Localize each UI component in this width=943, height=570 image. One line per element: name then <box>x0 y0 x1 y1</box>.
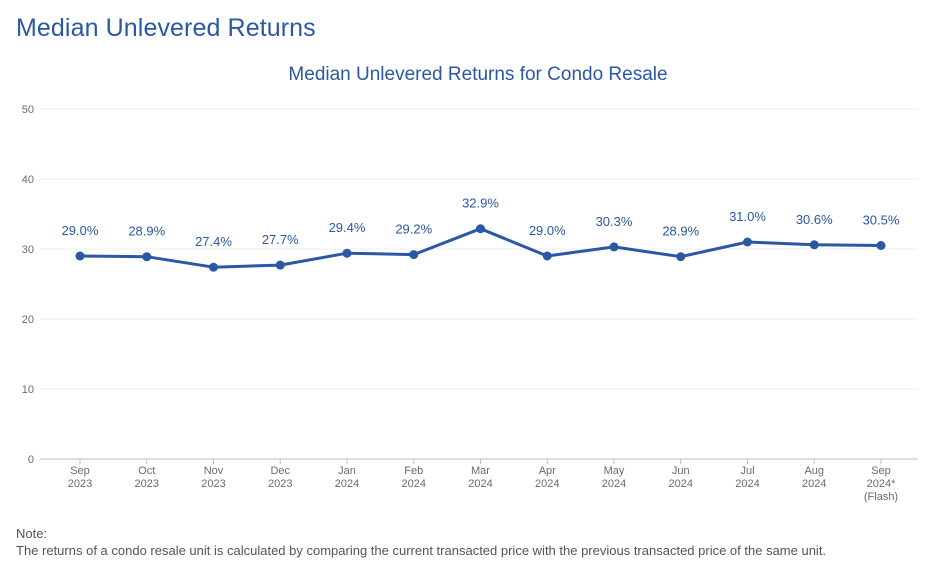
x-tick-label-line: Feb <box>404 465 423 477</box>
data-label: 29.4% <box>329 220 366 235</box>
data-point <box>209 262 218 272</box>
x-tick-label-line: 2024 <box>335 478 359 490</box>
data-point <box>275 260 285 270</box>
y-tick-label: 30 <box>22 244 34 256</box>
data-label: 28.9% <box>128 224 165 239</box>
x-tick-label-line: Sep <box>70 465 90 477</box>
x-tick-label: Mar 2024 <box>468 465 492 490</box>
data-label: 30.3% <box>596 214 633 229</box>
data-label: 31.0% <box>729 209 766 224</box>
y-tick-label: 10 <box>22 384 34 396</box>
x-tick-label-line: Dec <box>270 465 290 477</box>
x-tick-label-line: 2024* <box>867 478 896 490</box>
x-tick-label-line: Mar <box>471 465 490 477</box>
x-tick-label: May 2024 <box>602 465 626 490</box>
x-tick-label-line: 2024 <box>602 478 626 490</box>
x-tick-label: Feb 2024 <box>402 465 426 490</box>
data-label: 30.5% <box>863 213 900 228</box>
data-point <box>809 240 819 250</box>
x-tick-label-line: Apr <box>539 465 556 477</box>
y-tick-label: 0 <box>28 454 34 466</box>
data-point <box>142 252 152 262</box>
data-label: 29.0% <box>62 223 99 238</box>
x-tick-label-line: Aug <box>804 465 824 477</box>
data-point <box>876 241 886 250</box>
data-label: 30.6% <box>796 212 833 227</box>
x-tick-label-line: 2023 <box>201 478 225 490</box>
data-point <box>409 250 419 260</box>
data-point <box>676 252 686 262</box>
data-point <box>342 248 352 258</box>
line-chart: Median Unlevered Returns for Condo Resal… <box>22 64 918 503</box>
data-label: 28.9% <box>662 224 699 239</box>
y-tick-label: 40 <box>22 174 34 186</box>
x-tick-label-line: 2023 <box>135 478 159 490</box>
data-point <box>476 224 485 234</box>
x-tick-label-line: Nov <box>204 465 224 477</box>
x-tick-label: Oct 2023 <box>135 465 159 490</box>
x-tick-label-line: Jun <box>672 465 690 477</box>
x-tick-label-line: 2023 <box>268 478 292 490</box>
x-tick-label: Dec 2023 <box>268 465 292 490</box>
x-tick-label: Jul 2024 <box>735 465 759 490</box>
x-tick-label-line: Oct <box>138 465 155 477</box>
x-tick-label-line: 2024 <box>468 478 492 490</box>
x-tick-label-line: Jan <box>338 465 356 477</box>
x-tick-label-line: 2024 <box>802 478 826 490</box>
data-label: 27.4% <box>195 234 232 249</box>
data-point <box>75 251 85 261</box>
note-text: The returns of a condo resale unit is ca… <box>16 543 827 558</box>
x-tick-label-line: 2024 <box>535 478 559 490</box>
data-point <box>609 242 619 252</box>
page-title: Median Unlevered Returns <box>16 14 316 42</box>
data-label: 29.0% <box>529 223 566 238</box>
data-label: 32.9% <box>462 196 499 211</box>
x-tick-label-line: (Flash) <box>864 491 898 503</box>
x-tick-label-line: 2024 <box>669 478 693 490</box>
data-label: 29.2% <box>395 222 432 237</box>
x-tick-label-line: 2024 <box>402 478 426 490</box>
x-tick-label: Aug 2024 <box>802 465 826 490</box>
x-tick-label-line: Jul <box>740 465 754 477</box>
x-tick-label-line: 2023 <box>68 478 92 490</box>
x-tick-label: Sep 2023 <box>68 465 92 490</box>
chart-container: Median Unlevered Returns for Condo Resal… <box>22 64 918 503</box>
data-point <box>542 251 552 261</box>
chart-title: Median Unlevered Returns for Condo Resal… <box>288 64 667 85</box>
x-tick-label-line: 2024 <box>735 478 759 490</box>
x-tick-label-line: May <box>604 465 625 477</box>
x-tick-label: Jun 2024 <box>669 465 693 490</box>
note-label: Note: <box>16 526 48 541</box>
x-tick-label: Sep 2024* (Flash) <box>864 465 898 503</box>
y-tick-label: 50 <box>22 104 34 116</box>
x-tick-label: Jan 2024 <box>335 465 359 490</box>
x-tick-label: Apr 2024 <box>535 465 559 490</box>
y-tick-label: 20 <box>22 314 34 326</box>
data-point <box>743 237 752 247</box>
x-tick-label: Nov 2023 <box>201 465 225 490</box>
data-label: 27.7% <box>262 232 299 247</box>
x-tick-label-line: Sep <box>871 465 891 477</box>
